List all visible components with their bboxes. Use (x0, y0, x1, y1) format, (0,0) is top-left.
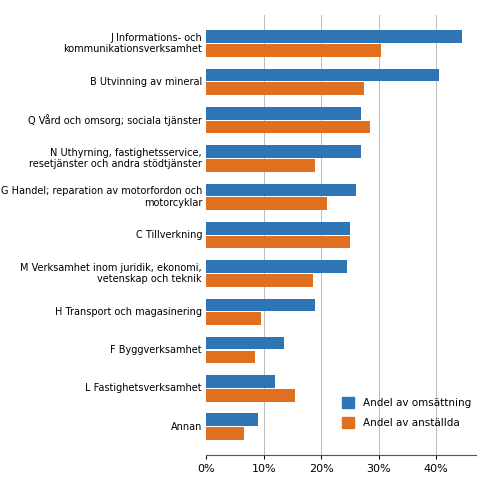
Bar (206, 198, 327, 210)
Legend: Andel av omsättning, Andel av anställda: Andel av omsättning, Andel av anställda (342, 397, 471, 428)
Bar (206, 69, 439, 81)
Bar (206, 312, 261, 325)
Bar (206, 375, 275, 388)
Bar (206, 413, 258, 426)
Bar (206, 260, 347, 273)
Bar (206, 107, 361, 120)
Bar (206, 146, 361, 158)
Bar (206, 274, 312, 287)
Bar (206, 427, 244, 440)
Bar (206, 83, 364, 95)
Bar (206, 350, 255, 363)
Bar (206, 30, 462, 43)
Bar (206, 389, 295, 401)
Bar (206, 337, 284, 349)
Bar (206, 121, 370, 134)
Bar (206, 298, 315, 311)
Bar (206, 236, 350, 248)
Bar (206, 222, 350, 235)
Bar (206, 184, 355, 196)
Bar (206, 44, 382, 57)
Bar (206, 159, 315, 172)
